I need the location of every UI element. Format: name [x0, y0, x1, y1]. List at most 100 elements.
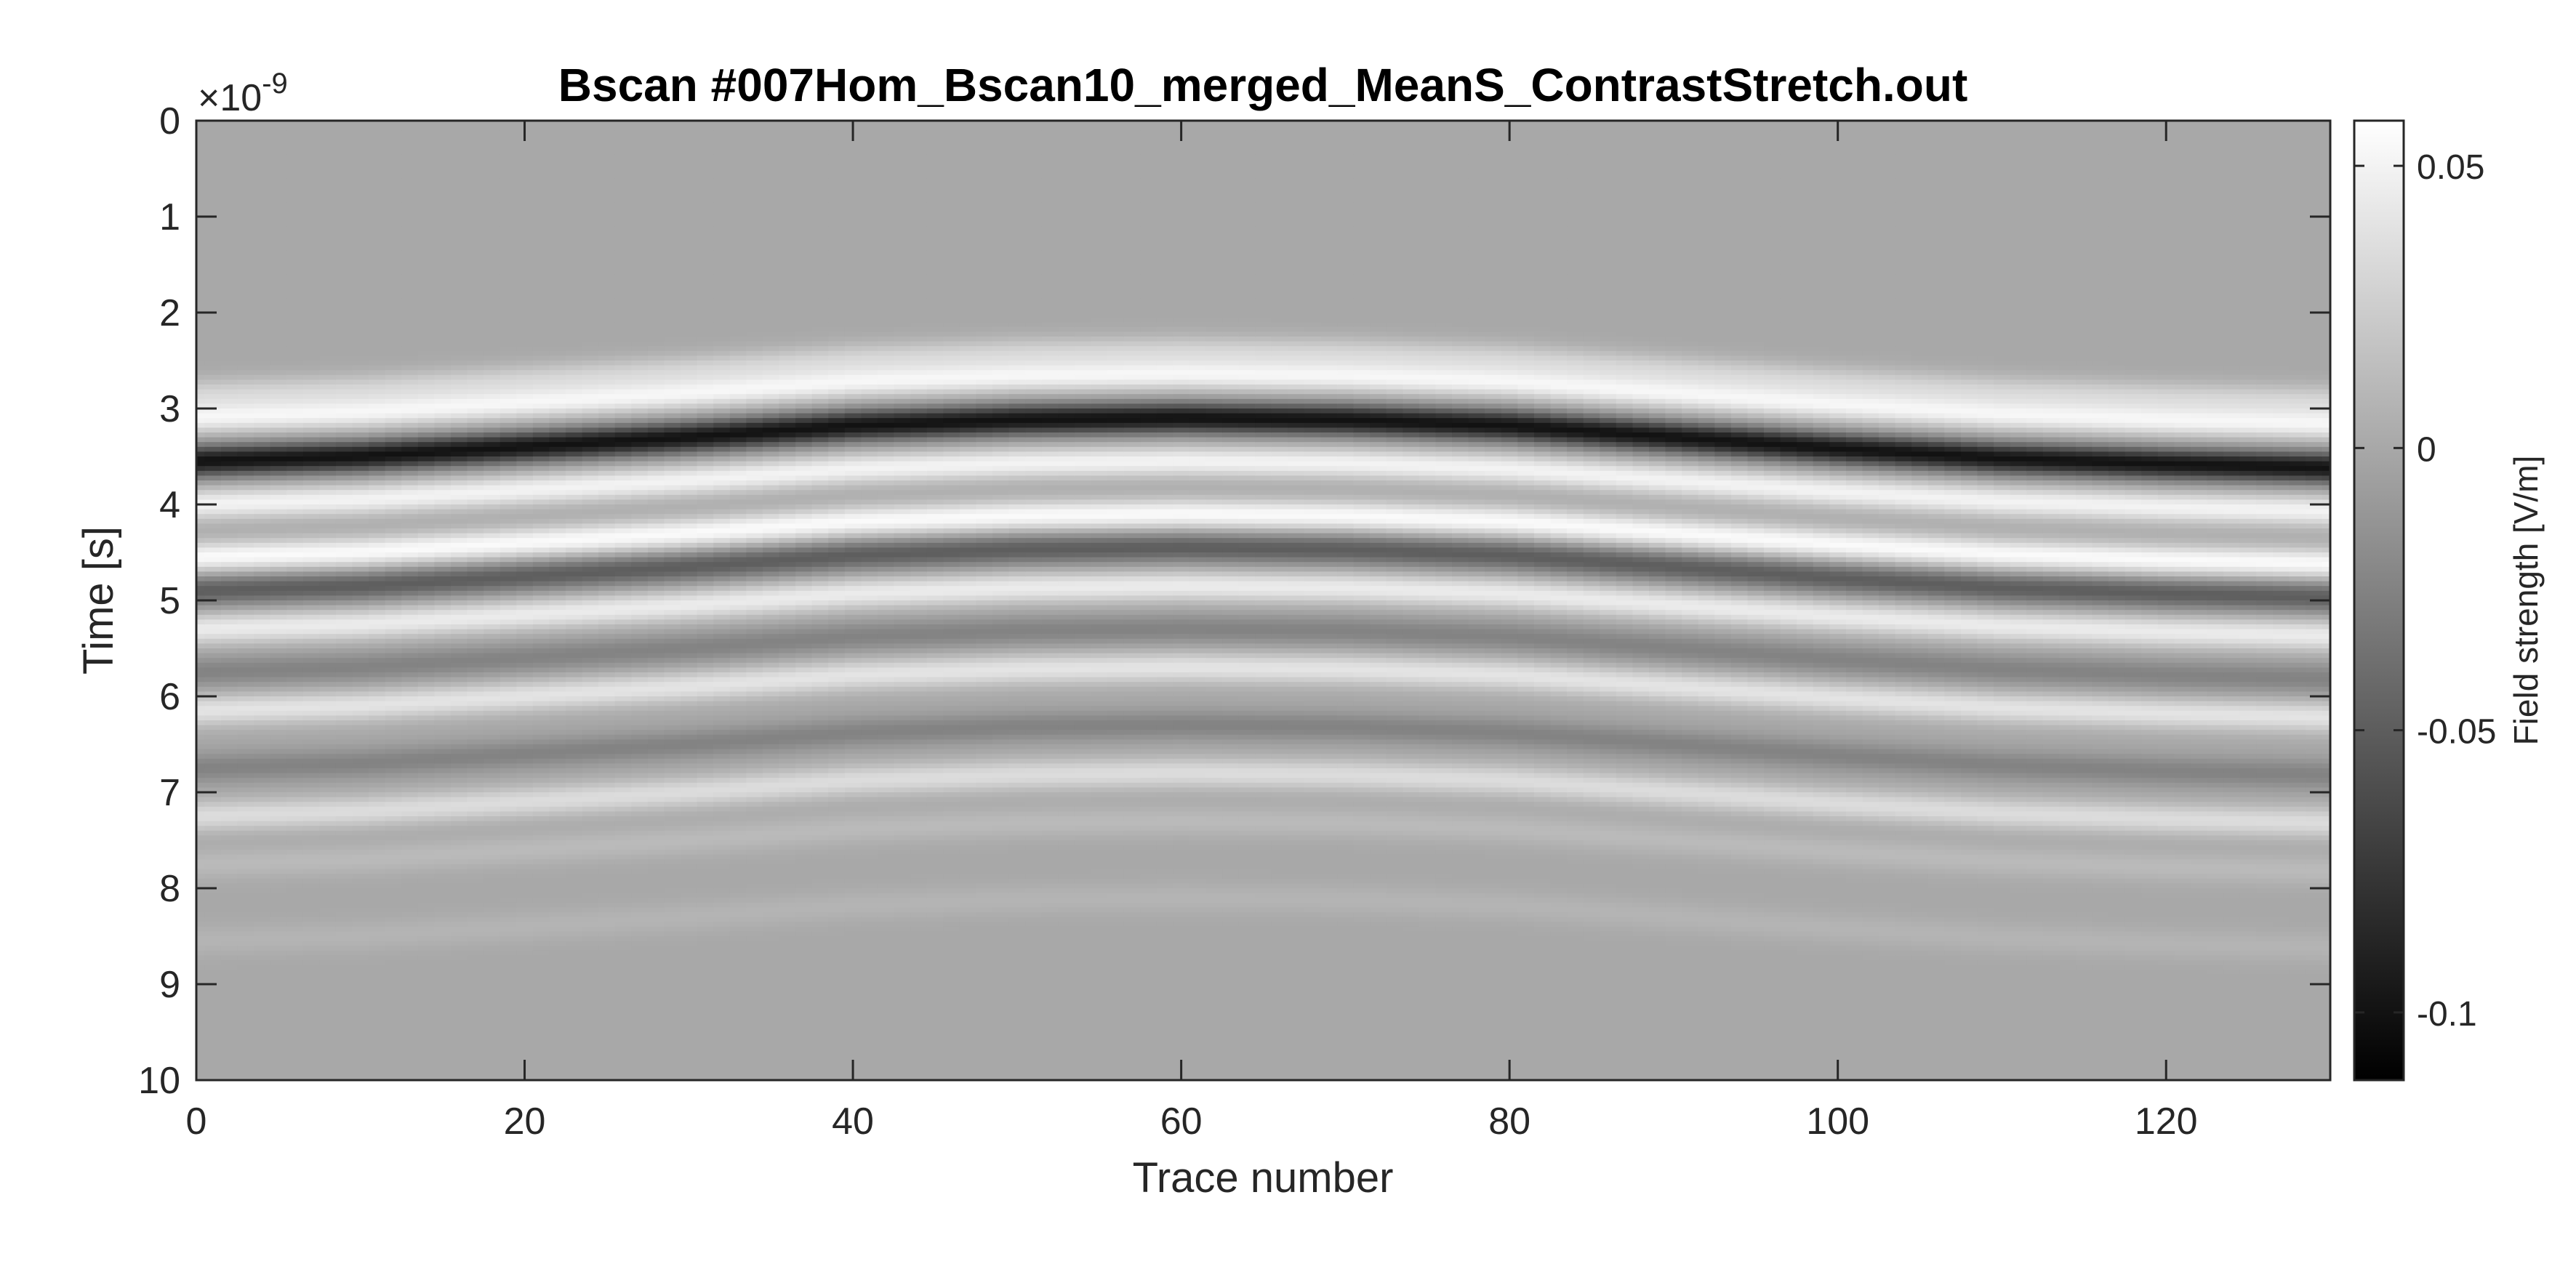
heatmap-cell [582, 259, 600, 265]
heatmap-cell [220, 792, 238, 798]
heatmap-cell [385, 494, 403, 501]
heatmap-cell [582, 581, 600, 587]
heatmap-cell [566, 595, 583, 601]
heatmap-cell [467, 418, 485, 424]
heatmap-cell [417, 278, 436, 285]
heatmap-cell [369, 1042, 386, 1047]
heatmap-cell [220, 523, 238, 529]
heatmap-cell [220, 922, 238, 927]
heatmap-cell [286, 1008, 304, 1014]
heatmap-cell [467, 217, 485, 222]
heatmap-cell [401, 787, 419, 793]
heatmap-cell [417, 245, 436, 251]
heatmap-cell [434, 125, 452, 132]
heatmap-cell [302, 470, 321, 477]
heatmap-cell [369, 672, 386, 678]
heatmap-cell [467, 188, 485, 193]
heatmap-cell [549, 797, 566, 803]
heatmap-cell [302, 758, 321, 765]
heatmap-cell [352, 514, 370, 520]
heatmap-cell [204, 350, 222, 357]
heatmap-cell [434, 254, 452, 261]
heatmap-cell [270, 538, 288, 544]
heatmap-cell [549, 1037, 566, 1043]
heatmap-cell [516, 566, 534, 573]
heatmap-cell [434, 134, 452, 141]
heatmap-cell [237, 734, 254, 741]
heatmap-cell [450, 509, 468, 515]
heatmap-cell [204, 518, 222, 525]
heatmap-cell [450, 499, 468, 505]
heatmap-cell [401, 758, 419, 765]
heatmap-cell [204, 557, 222, 563]
heatmap-cell [220, 289, 238, 294]
heatmap-cell [566, 586, 583, 592]
heatmap-cell [319, 518, 337, 525]
heatmap-cell [532, 922, 550, 927]
heatmap-cell [516, 979, 534, 985]
heatmap-cell [549, 662, 566, 669]
heatmap-cell [385, 398, 403, 405]
heatmap-cell [369, 811, 386, 817]
heatmap-cell [434, 164, 452, 169]
heatmap-cell [499, 470, 518, 477]
heatmap-cell [220, 427, 238, 433]
heatmap-cell [237, 792, 254, 798]
heatmap-cell [467, 907, 485, 913]
heatmap-cell [582, 1008, 600, 1014]
heatmap-cell [516, 302, 534, 309]
heatmap-cell [196, 1066, 206, 1071]
heatmap-cell [483, 701, 501, 707]
heatmap-cell [532, 394, 550, 400]
heatmap-cell [450, 538, 468, 544]
heatmap-cell [270, 212, 288, 217]
heatmap-cell [532, 710, 550, 717]
heatmap-cell [516, 241, 534, 246]
heatmap-cell [434, 725, 452, 731]
heatmap-cell [237, 830, 254, 837]
heatmap-cell [516, 1008, 534, 1014]
heatmap-cell [286, 350, 304, 357]
heatmap-cell [319, 571, 337, 577]
heatmap-cell [220, 394, 238, 400]
heatmap-cell [450, 130, 468, 136]
heatmap-cell [566, 337, 583, 342]
heatmap-cell [483, 734, 501, 741]
heatmap-cell [417, 874, 436, 880]
heatmap-cell [204, 528, 222, 534]
heatmap-cell [237, 341, 254, 347]
heatmap-cell [483, 974, 501, 981]
heatmap-cell [434, 581, 452, 587]
heatmap-cell [401, 518, 419, 525]
heatmap-cell [204, 1070, 222, 1076]
heatmap-cell [434, 730, 452, 736]
heatmap-cell [352, 504, 370, 510]
heatmap-cell [254, 941, 271, 947]
heatmap-cell [549, 734, 566, 741]
heatmap-cell [335, 533, 353, 539]
heatmap-cell [204, 696, 222, 702]
heatmap-cell [532, 874, 550, 880]
heatmap-cell [254, 691, 271, 697]
heatmap-cell [286, 730, 304, 736]
heatmap-cell [516, 274, 534, 280]
heatmap-cell [532, 437, 550, 443]
heatmap-cell [516, 907, 534, 913]
heatmap-cell [483, 989, 501, 995]
heatmap-cell [417, 629, 436, 635]
heatmap-cell [532, 763, 550, 769]
heatmap-cell [204, 869, 222, 875]
heatmap-cell [204, 682, 222, 688]
heatmap-cell [467, 1037, 485, 1043]
heatmap-cell [196, 254, 206, 261]
heatmap-cell [532, 154, 550, 160]
heatmap-cell [450, 394, 468, 400]
heatmap-cell [483, 398, 501, 405]
heatmap-cell [499, 926, 518, 933]
heatmap-cell [467, 1008, 485, 1014]
heatmap-cell [319, 898, 337, 903]
heatmap-cell [335, 936, 353, 942]
heatmap-cell [254, 768, 271, 774]
heatmap-cell [499, 840, 518, 846]
heatmap-cell [532, 778, 550, 784]
